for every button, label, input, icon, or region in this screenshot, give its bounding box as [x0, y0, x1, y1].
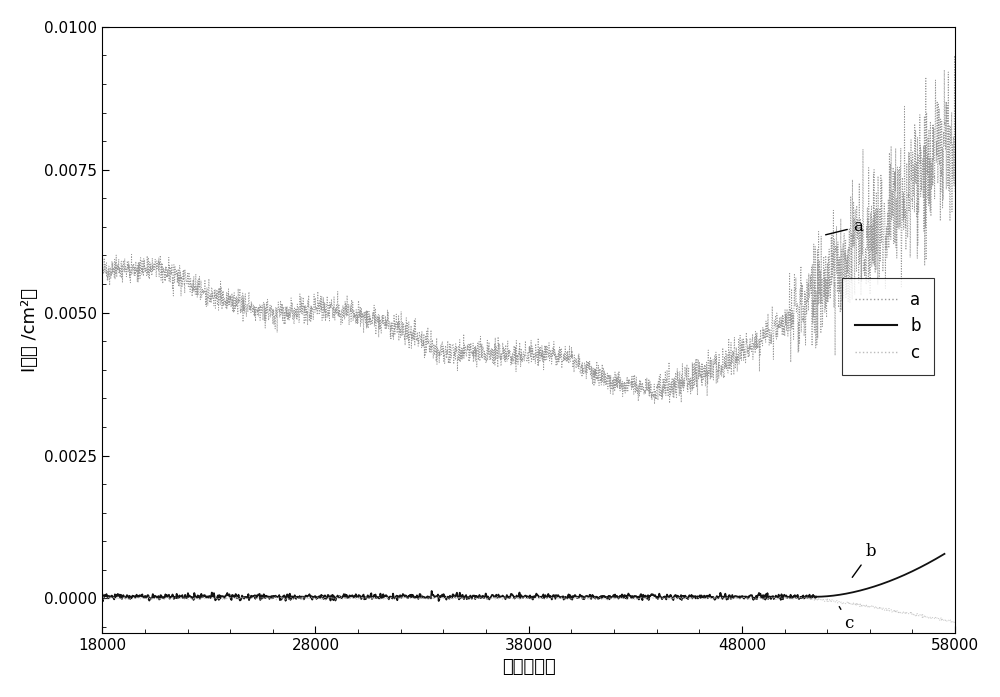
Text: b: b — [852, 543, 876, 577]
Text: c: c — [839, 606, 854, 631]
Y-axis label: I（安 /cm²）: I（安 /cm²） — [21, 288, 39, 372]
Legend: a, b, c: a, b, c — [842, 277, 934, 375]
Text: a: a — [826, 218, 863, 236]
X-axis label: 时间（秒）: 时间（秒） — [502, 658, 556, 676]
